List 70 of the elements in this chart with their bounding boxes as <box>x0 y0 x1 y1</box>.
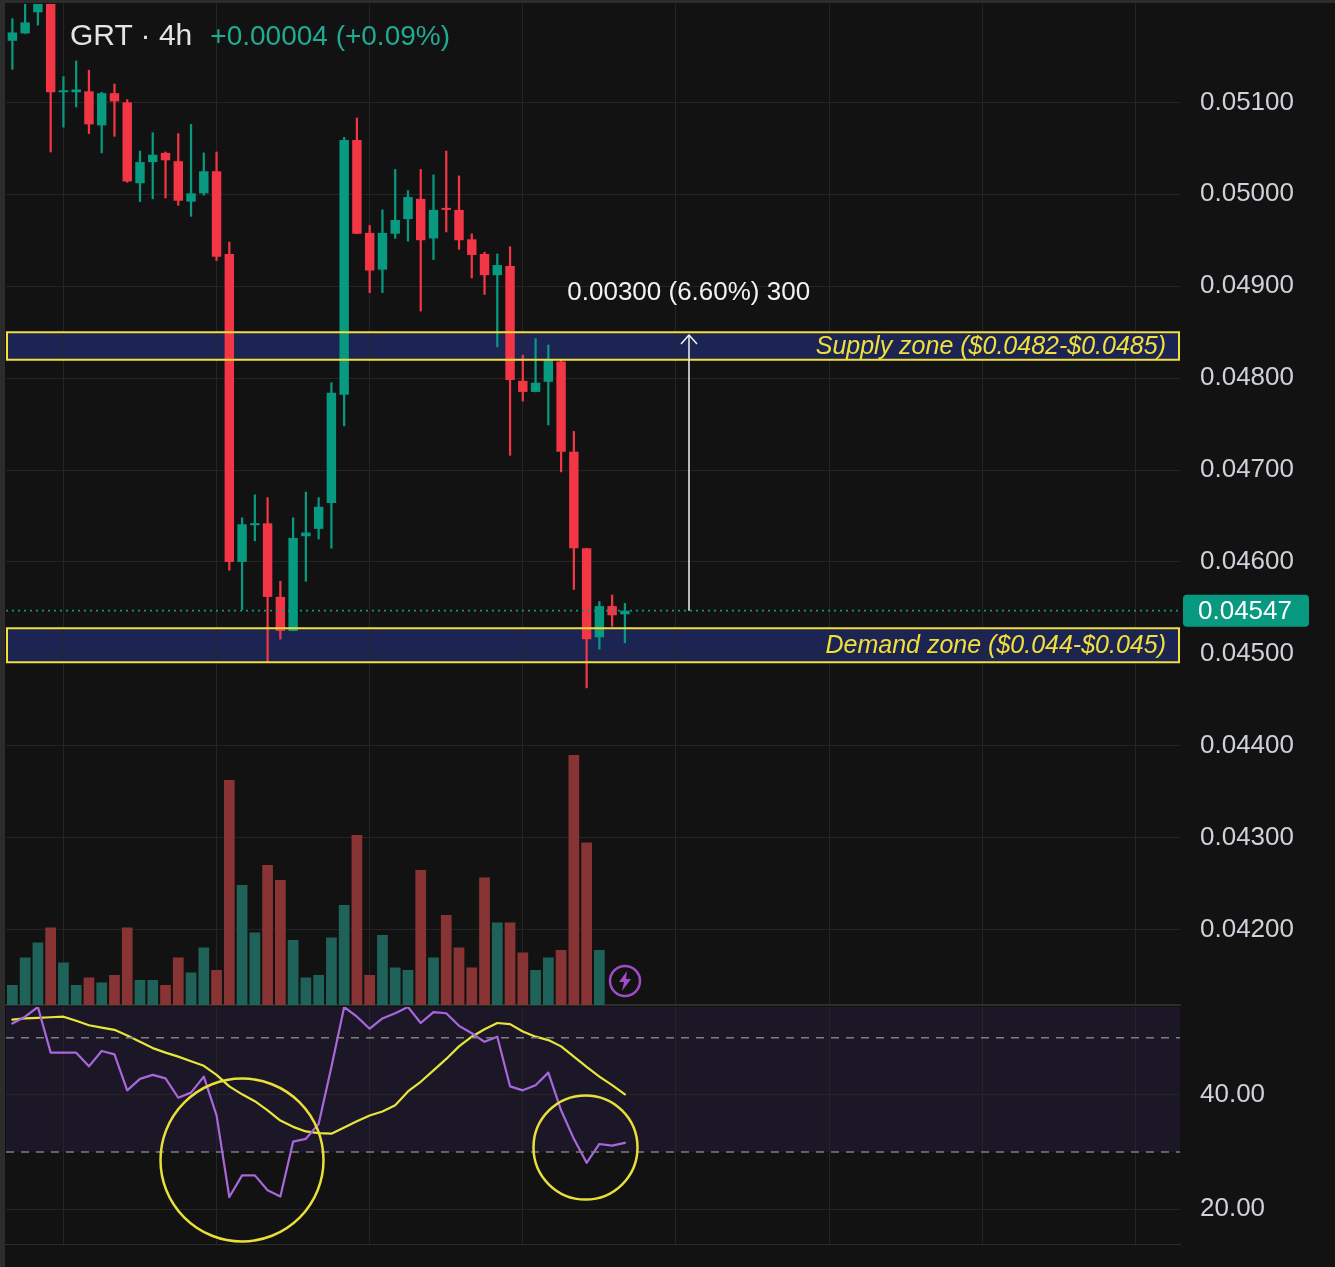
bar <box>70 985 82 1005</box>
candlestick <box>58 76 69 128</box>
bar <box>466 967 478 1005</box>
bar <box>32 942 44 1005</box>
bar <box>198 947 210 1005</box>
bar <box>160 985 171 1005</box>
bar <box>568 755 580 1005</box>
bar <box>491 922 503 1005</box>
bar <box>453 947 465 1005</box>
bar <box>479 877 490 1005</box>
text: +0.00004 (+0.09%) <box>210 19 451 53</box>
y-tick-label: 20.00 <box>1200 1192 1266 1223</box>
annotation: 0.00300 (6.60%) 300 <box>567 276 811 307</box>
bar <box>581 842 592 1005</box>
bar <box>517 952 529 1005</box>
bar <box>96 982 108 1005</box>
bar <box>402 970 414 1005</box>
bar <box>83 977 95 1005</box>
bar <box>377 935 388 1005</box>
bar <box>504 922 516 1005</box>
bar <box>440 915 452 1005</box>
bar <box>351 835 363 1005</box>
bar <box>109 975 120 1005</box>
bar <box>19 957 31 1005</box>
bar <box>172 957 184 1005</box>
y-tick-label: 0.04700 <box>1200 453 1294 484</box>
bar <box>134 980 146 1005</box>
bar <box>223 780 235 1005</box>
bar <box>185 972 197 1005</box>
bar <box>249 932 261 1005</box>
bar <box>262 865 273 1005</box>
bar <box>121 927 133 1005</box>
bar <box>236 885 248 1005</box>
y-tick-label: 0.04600 <box>1200 545 1294 576</box>
bar <box>211 970 222 1005</box>
bar <box>542 957 554 1005</box>
bar <box>275 880 286 1005</box>
bar <box>147 980 159 1005</box>
bar <box>287 940 299 1005</box>
candlestick <box>530 338 541 393</box>
candlestick <box>109 83 120 137</box>
y-tick-label: 0.05000 <box>1200 177 1294 208</box>
bar <box>300 977 312 1005</box>
y-tick-label: 0.04900 <box>1200 269 1294 300</box>
y-tick-label: 0.05100 <box>1200 85 1294 116</box>
candlestick <box>7 18 18 70</box>
ref-line-label: 0.04547 <box>1198 594 1292 625</box>
y-tick-label: 0.04200 <box>1200 912 1294 943</box>
bar <box>338 905 350 1005</box>
bar <box>7 985 18 1005</box>
band-label: Supply zone ($0.0482-$0.0485) <box>815 330 1166 359</box>
y-tick-label: 0.04500 <box>1200 637 1294 668</box>
bar <box>428 957 439 1005</box>
y-tick-label: 40.00 <box>1200 1078 1266 1109</box>
y-tick-label: 0.04400 <box>1200 728 1294 759</box>
bar <box>326 937 337 1005</box>
bar <box>58 962 69 1005</box>
y-tick-label: 0.04800 <box>1200 361 1294 392</box>
y-tick-label: 0.04300 <box>1200 820 1294 851</box>
bar <box>389 967 401 1005</box>
bar <box>555 950 567 1005</box>
bar <box>415 870 427 1005</box>
text: GRT · 4h <box>70 18 193 52</box>
candlestick <box>160 151 171 199</box>
bar <box>594 950 605 1005</box>
bar <box>313 975 324 1005</box>
bar <box>530 970 541 1005</box>
bar <box>364 975 376 1005</box>
band-label: Demand zone ($0.044-$0.045) <box>825 630 1166 659</box>
bar <box>45 927 57 1005</box>
